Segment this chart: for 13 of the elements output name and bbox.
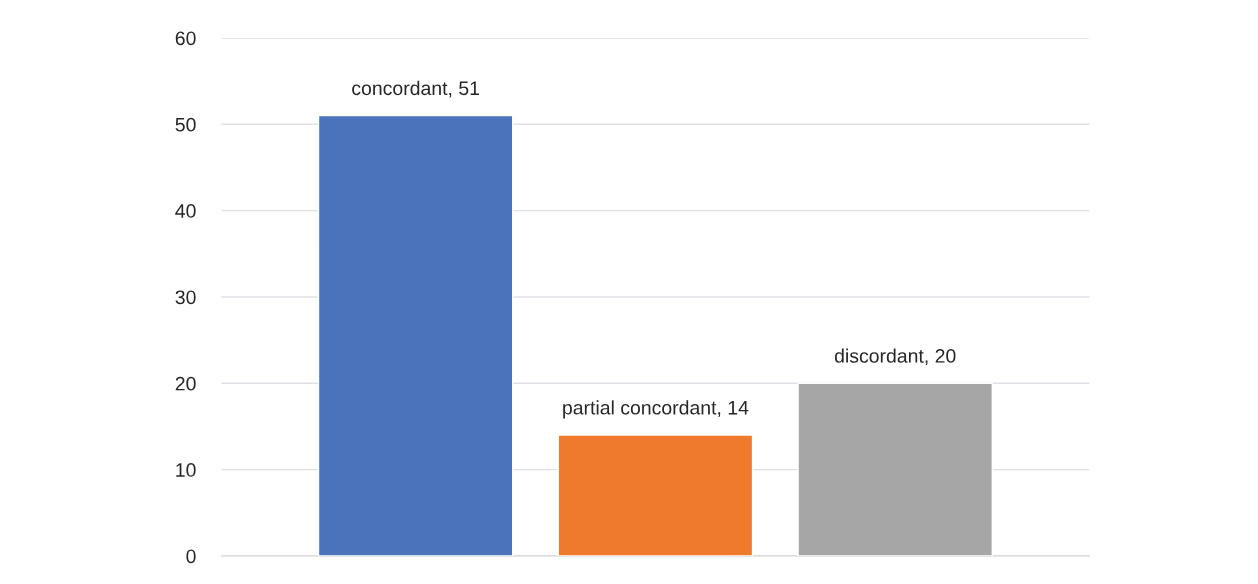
data-label: discordant, 20	[834, 348, 956, 366]
y-tick-label: 40	[175, 204, 196, 218]
data-label: concordant, 51	[352, 80, 480, 98]
data-label: partial concordant, 14	[563, 400, 749, 419]
y-tick-label: 60	[175, 31, 196, 46]
bar	[797, 382, 994, 556]
bar	[317, 114, 514, 556]
y-tick-label: 0	[186, 549, 196, 564]
y-tick-label: 20	[175, 376, 196, 391]
y-tick-label: 50	[175, 117, 196, 132]
y-tick-label: 10	[176, 463, 196, 477]
y-tick-label: 30	[175, 290, 196, 305]
bar	[557, 434, 754, 556]
